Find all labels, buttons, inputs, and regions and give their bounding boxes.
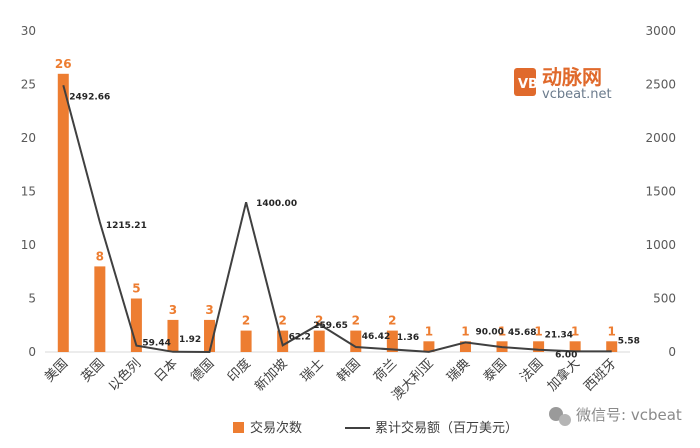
category-label: 法国 [517, 356, 546, 385]
category-label: 印度 [224, 356, 254, 386]
bar-label: 8 [96, 249, 104, 263]
line-label: 46.42 [362, 332, 390, 342]
logo-text: 动脉网 [542, 65, 602, 89]
y-left-tick: 10 [21, 238, 36, 252]
category-label: 加拿大 [544, 356, 583, 395]
y-left-tick: 5 [28, 292, 36, 306]
line-path [62, 85, 612, 354]
bar [386, 330, 398, 352]
bar [240, 330, 252, 352]
bar [313, 330, 325, 352]
bar-label: 2 [352, 314, 360, 328]
category-label: 新加坡 [252, 356, 291, 395]
bar-label: 1 [498, 324, 506, 338]
legend-bar-label: 交易次数 [250, 420, 302, 436]
bar [204, 319, 216, 352]
category-label: 韩国 [335, 356, 364, 385]
bar [94, 266, 106, 352]
bar [167, 319, 179, 352]
y-left-tick: 30 [21, 24, 36, 38]
line-label: 6.00 [555, 350, 577, 360]
bar-label: 1 [425, 324, 433, 338]
category-label: 西班牙 [581, 356, 619, 394]
category-label: 瑞典 [444, 356, 473, 385]
category-label: 日本 [152, 356, 181, 385]
category-label: 以色列 [105, 356, 144, 395]
bar [459, 341, 471, 352]
line-label: 59.44 [142, 339, 170, 349]
category-label: 泰国 [481, 356, 510, 385]
y-right-tick: 2500 [645, 78, 676, 92]
bar [533, 341, 545, 352]
y-right-tick: 1000 [645, 238, 676, 252]
category-label: 美国 [42, 356, 71, 385]
line-label: 21.34 [545, 331, 573, 341]
line-series [62, 85, 612, 354]
y-right-tick: 500 [653, 292, 676, 306]
y-left-tick: 20 [21, 131, 36, 145]
y-right-tick: 0 [668, 345, 676, 359]
vcbeat-logo: VB 动脉网 vcbeat.net [514, 65, 612, 102]
line-label: 259.65 [313, 321, 348, 331]
logo-sub: vcbeat.net [542, 87, 612, 102]
bar-label: 5 [132, 282, 140, 296]
line-label: 2492.66 [69, 92, 110, 102]
bar-label: 1 [571, 324, 579, 338]
bar-label: 1 [461, 324, 469, 338]
bar-label: 26 [55, 57, 72, 71]
logo-mark: VB [518, 77, 538, 92]
wechat-id: 微信号: vcbeat [576, 406, 682, 424]
line-label: 1.36 [397, 333, 419, 343]
bar-label: 2 [278, 314, 286, 328]
line-labels: 2492.66 1215.21 59.44 1.92 1400.00 62.2259.65… [69, 92, 640, 360]
y-left-tick: 15 [21, 185, 36, 199]
bar-label: 2 [242, 314, 250, 328]
line-label: 90.00 [475, 327, 503, 337]
right-axis-ticks: 0 500 1000 1500 2000 2500 3000 [645, 24, 676, 359]
y-left-tick: 0 [28, 345, 36, 359]
wechat-watermark: 微信号: vcbeat [549, 406, 682, 426]
line-label: 1.92 [179, 335, 201, 345]
bars [57, 73, 618, 353]
line-label: 62.2 [289, 332, 311, 342]
bar [569, 341, 581, 352]
bar-label: 3 [169, 303, 177, 317]
legend: 交易次数 累计交易额（百万美元） [233, 420, 518, 436]
legend-line-label: 累计交易额（百万美元） [375, 420, 518, 436]
legend-bar-swatch [233, 422, 244, 433]
bar-label: 1 [608, 324, 616, 338]
bar-label: 3 [205, 303, 213, 317]
bar [606, 341, 618, 352]
category-label: 荷兰 [371, 356, 400, 385]
line-label: 5.58 [618, 336, 640, 346]
y-right-tick: 3000 [645, 24, 676, 38]
wechat-icon [549, 407, 571, 426]
y-left-tick: 25 [21, 78, 36, 92]
category-label: 瑞士 [298, 356, 327, 385]
line-label: 1400.00 [256, 199, 297, 209]
bar-label: 1 [534, 324, 542, 338]
y-right-tick: 2000 [645, 131, 676, 145]
bar [350, 330, 362, 352]
category-label: 德国 [188, 356, 217, 385]
bar [423, 341, 435, 352]
line-label: 1215.21 [106, 221, 147, 231]
logo-icon [514, 68, 536, 96]
bar-labels: 26 8 5 3 3 2 2 2 2 2 1 1 1 1 1 1 [55, 57, 616, 338]
bar [130, 298, 142, 352]
left-axis-ticks: 0 5 10 15 20 25 30 [21, 24, 36, 359]
bar-label: 2 [388, 314, 396, 328]
y-right-tick: 1500 [645, 185, 676, 199]
bar [57, 73, 69, 353]
line-label: 45.68 [508, 328, 536, 338]
category-label: 英国 [79, 356, 108, 385]
bar-label: 2 [315, 314, 323, 328]
